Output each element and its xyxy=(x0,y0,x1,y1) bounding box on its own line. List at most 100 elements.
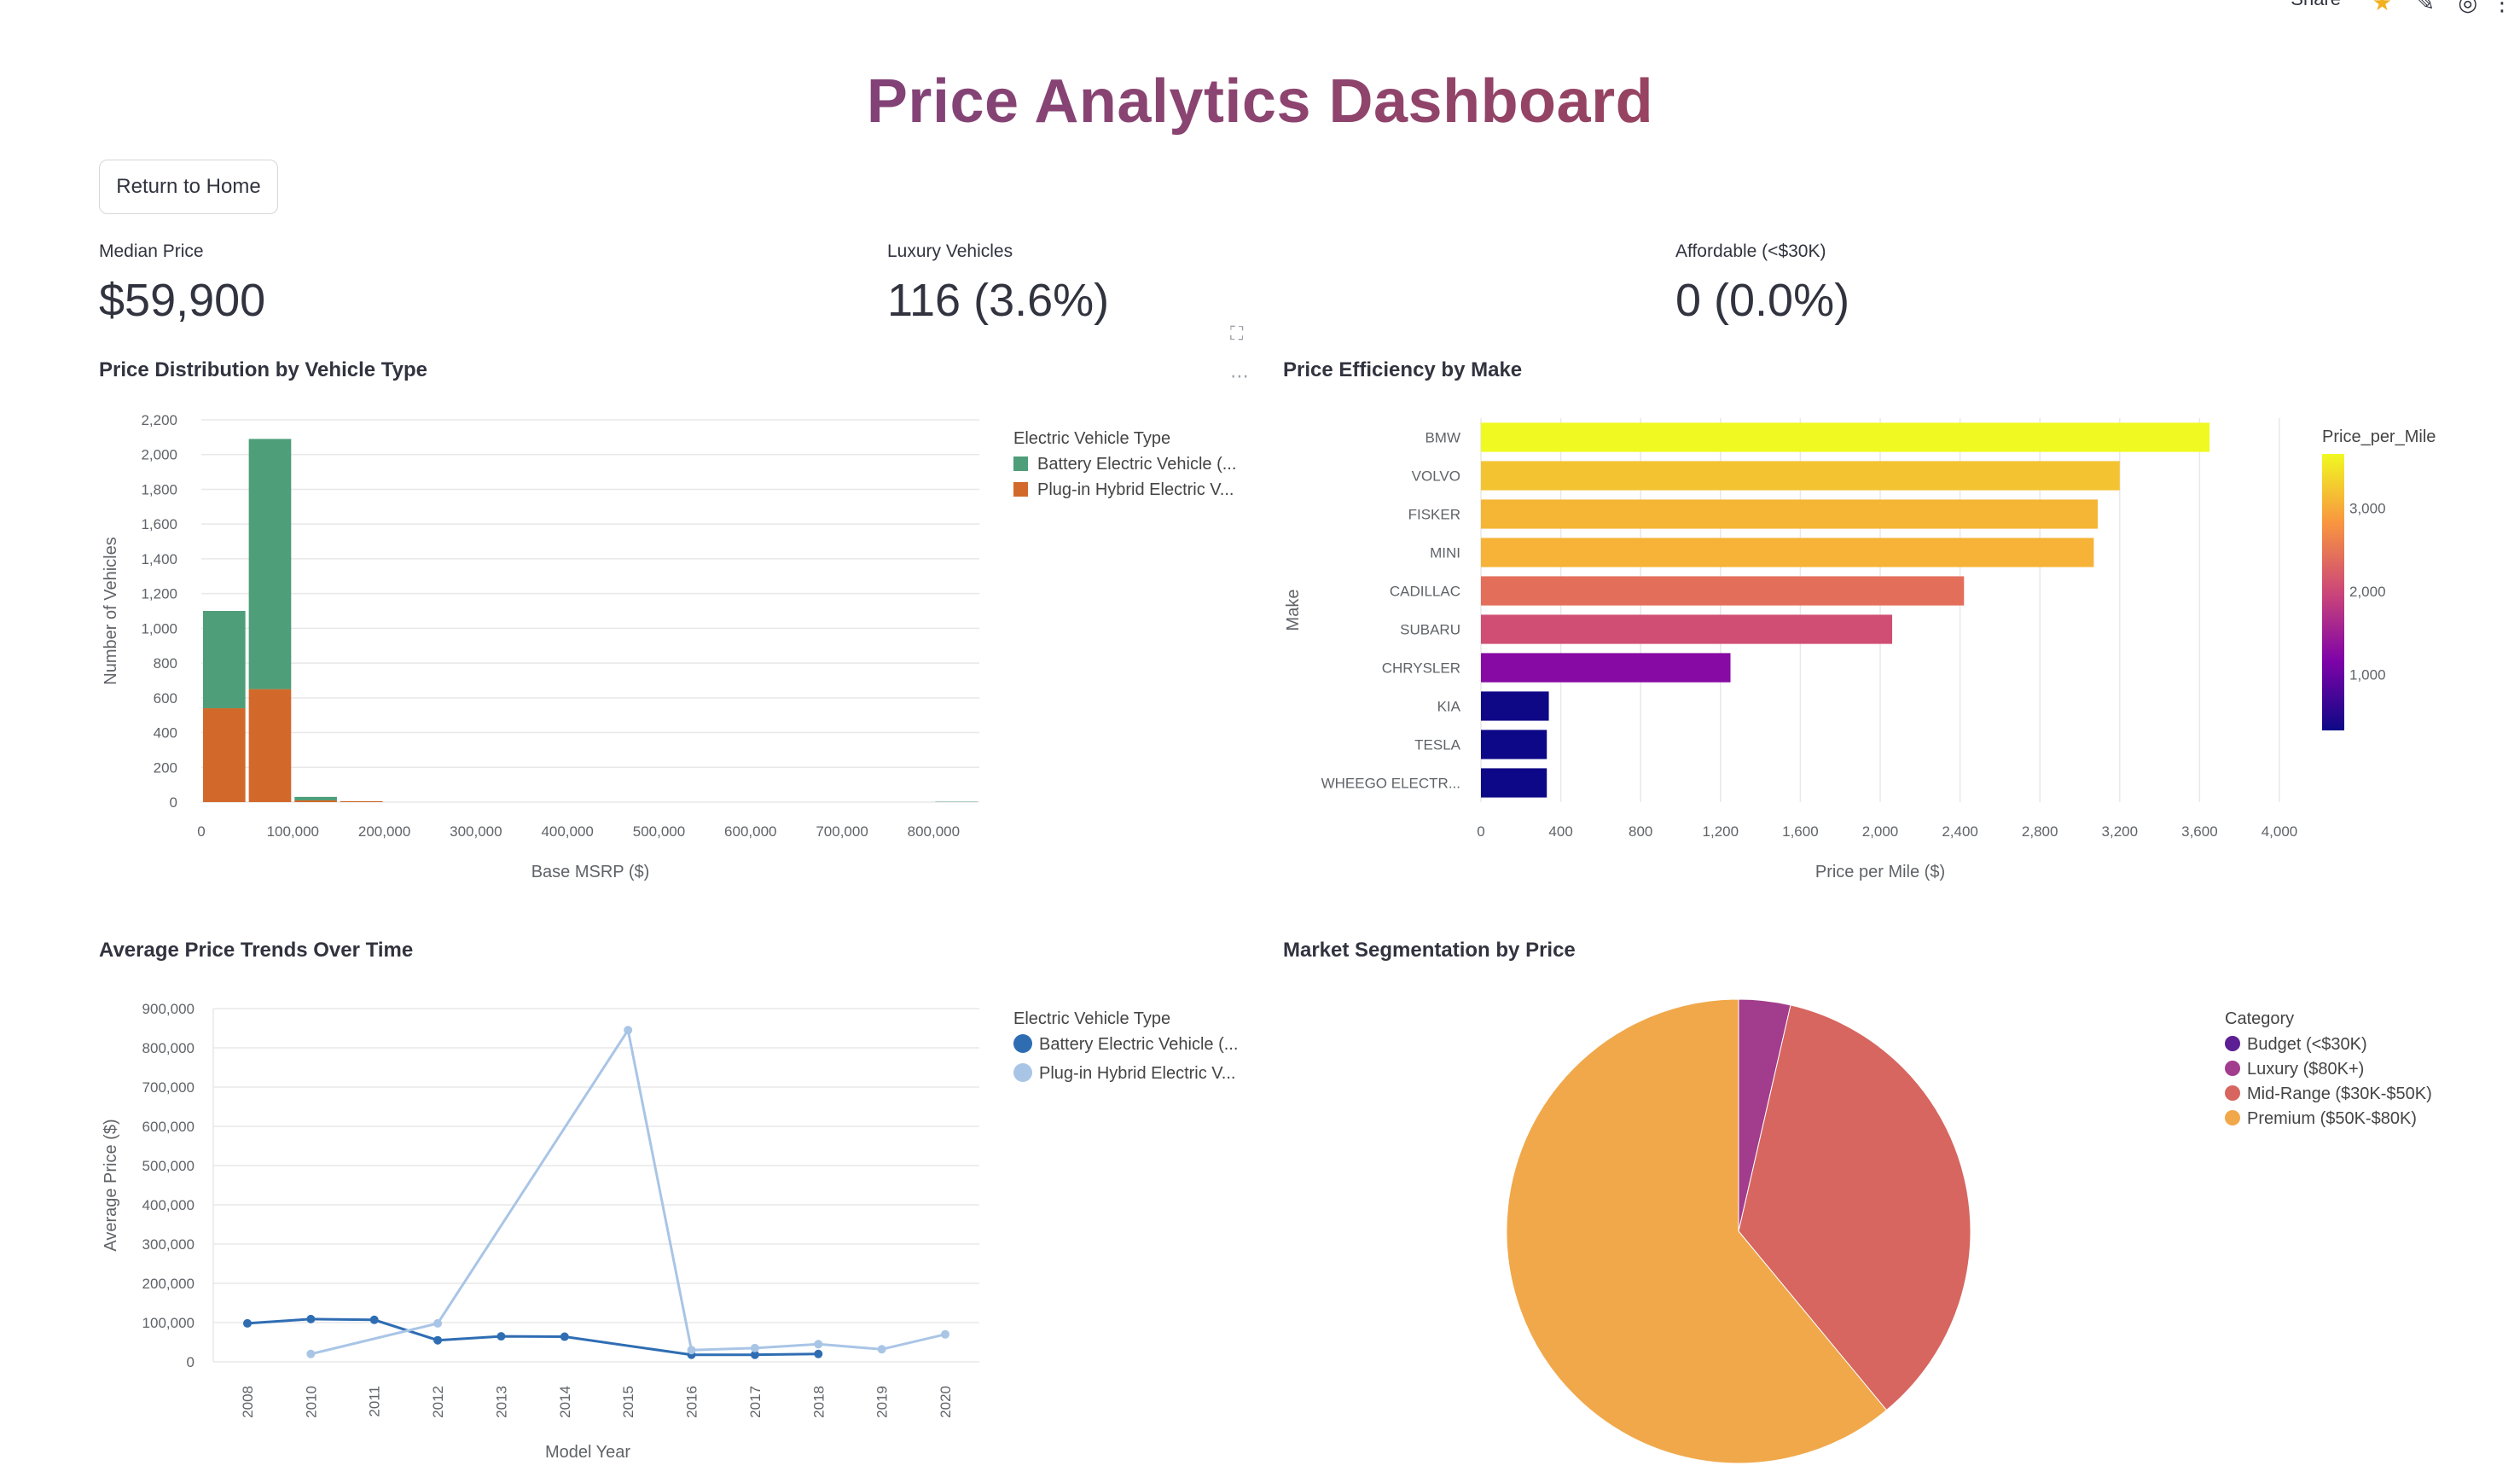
x-tick-label: 200,000 xyxy=(358,823,410,840)
legend-label: Battery Electric Vehicle (... xyxy=(1037,455,1236,474)
pie-slice xyxy=(1738,1004,1971,1411)
metric-label: Median Price xyxy=(99,241,204,261)
x-tick-label: 2017 xyxy=(747,1386,764,1418)
x-tick-label: 2011 xyxy=(367,1386,383,1417)
y-tick-label: 800 xyxy=(154,655,177,672)
y-tick-label: 1,600 xyxy=(141,516,177,532)
data-point xyxy=(243,1318,252,1328)
x-tick-label: 800 xyxy=(1629,823,1652,840)
legend-swatch xyxy=(2225,1085,2240,1101)
x-tick-label: 2,000 xyxy=(1862,823,1899,840)
x-tick-label: 100,000 xyxy=(267,823,319,840)
histogram-bar xyxy=(203,708,246,802)
x-tick-label: 400,000 xyxy=(541,823,593,840)
legend-swatch xyxy=(2225,1061,2240,1076)
y-tick-label: 1,000 xyxy=(141,620,177,637)
x-tick-label: 600,000 xyxy=(724,823,776,840)
histogram-bar xyxy=(248,689,292,802)
colorbar-tick-label: 2,000 xyxy=(2349,584,2386,600)
x-tick-label: 400 xyxy=(1548,823,1572,840)
x-tick-label: 2,800 xyxy=(2022,823,2058,840)
legend-label: Mid-Range ($30K-$50K) xyxy=(2247,1085,2432,1103)
make-bar xyxy=(1481,538,2094,567)
data-point xyxy=(433,1335,443,1345)
y-tick-label: FISKER xyxy=(1408,507,1460,523)
star-icon[interactable]: ★ xyxy=(2372,0,2392,15)
x-tick-label: 0 xyxy=(197,823,205,840)
x-tick-label: 2019 xyxy=(874,1386,891,1418)
legend-title: Electric Vehicle Type xyxy=(1013,1009,1170,1028)
chart-title-price-distribution: Price Distribution by Vehicle Type xyxy=(99,358,427,381)
x-tick-label: 2018 xyxy=(810,1386,827,1418)
x-tick-label: 2015 xyxy=(620,1386,636,1418)
x-tick-label: 2013 xyxy=(493,1386,509,1418)
y-axis-label: Make xyxy=(1284,590,1303,631)
legend-swatch xyxy=(1013,1063,1032,1082)
legend-swatch xyxy=(1013,457,1028,471)
y-tick-label: 600,000 xyxy=(142,1119,195,1135)
chart-title-market-segmentation: Market Segmentation by Price xyxy=(1283,939,1576,962)
colorbar xyxy=(2322,454,2344,730)
make-bar xyxy=(1481,730,1547,759)
share-link[interactable]: Share xyxy=(2291,0,2341,10)
colorbar-tick-label: 1,000 xyxy=(2349,667,2386,683)
more-menu-icon[interactable]: ⋮ xyxy=(2491,0,2513,15)
y-tick-label: 100,000 xyxy=(142,1315,195,1331)
x-tick-label: 2,400 xyxy=(1942,823,1978,840)
y-tick-label: CADILLAC xyxy=(1390,584,1460,600)
x-tick-label: 300,000 xyxy=(450,823,502,840)
x-tick-label: 2012 xyxy=(430,1386,446,1418)
data-point xyxy=(306,1349,316,1358)
make-bar xyxy=(1481,691,1549,721)
colorbar-title: Price_per_Mile xyxy=(2322,427,2436,446)
data-point xyxy=(877,1345,886,1354)
data-point xyxy=(560,1332,569,1341)
x-axis-label: Base MSRP ($) xyxy=(531,863,650,881)
series-line xyxy=(311,1026,946,1356)
make-bar xyxy=(1481,576,1965,606)
legend-label: Luxury ($80K+) xyxy=(2247,1060,2364,1079)
data-point xyxy=(814,1349,823,1358)
y-tick-label: 300,000 xyxy=(142,1236,195,1253)
y-tick-label: 800,000 xyxy=(142,1040,195,1056)
make-bar xyxy=(1481,614,1893,644)
legend-title: Category xyxy=(2225,1009,2294,1028)
top-toolbar: Share ★ ✎ ◎ ⋮ xyxy=(2247,0,2520,17)
make-bar xyxy=(1481,653,1731,683)
data-point xyxy=(306,1314,316,1323)
y-tick-label: SUBARU xyxy=(1400,622,1460,638)
legend-title: Electric Vehicle Type xyxy=(1013,429,1170,448)
histogram-bar xyxy=(340,800,383,802)
legend-label: Premium ($50K-$80K) xyxy=(2247,1109,2417,1128)
x-tick-label: 500,000 xyxy=(633,823,685,840)
legend-label: Plug-in Hybrid Electric V... xyxy=(1037,480,1234,499)
y-tick-label: CHRYSLER xyxy=(1382,660,1460,677)
pie-slice xyxy=(1506,998,1888,1464)
legend-label: Plug-in Hybrid Electric V... xyxy=(1039,1064,1235,1083)
make-bar xyxy=(1481,768,1547,798)
y-tick-label: 600 xyxy=(154,690,177,707)
metric-value: 116 (3.6%) xyxy=(887,275,1110,326)
legend-swatch xyxy=(2225,1036,2240,1051)
y-tick-label: 2,000 xyxy=(141,447,177,463)
y-tick-label: 500,000 xyxy=(142,1158,195,1174)
y-tick-label: VOLVO xyxy=(1412,468,1460,485)
y-tick-label: BMW xyxy=(1425,430,1460,446)
edit-icon[interactable]: ✎ xyxy=(2416,0,2435,15)
metric-value: 0 (0.0%) xyxy=(1675,275,1850,326)
chart-menu-icon[interactable]: ⋯ xyxy=(1230,365,1249,387)
data-point xyxy=(369,1315,379,1324)
make-bar xyxy=(1481,422,2210,452)
chart-title-price-trends: Average Price Trends Over Time xyxy=(99,939,414,962)
metric-value: $59,900 xyxy=(99,275,266,326)
return-home-button[interactable]: Return to Home xyxy=(99,160,278,214)
data-point xyxy=(433,1318,443,1328)
y-tick-label: 1,800 xyxy=(141,481,177,497)
github-icon[interactable]: ◎ xyxy=(2458,0,2477,15)
fullscreen-icon[interactable]: ⛶ xyxy=(1230,323,1244,344)
data-point xyxy=(750,1350,759,1359)
y-tick-label: 900,000 xyxy=(142,1001,195,1017)
y-tick-label: 0 xyxy=(187,1354,195,1370)
y-axis-label: Number of Vehicles xyxy=(102,537,120,684)
